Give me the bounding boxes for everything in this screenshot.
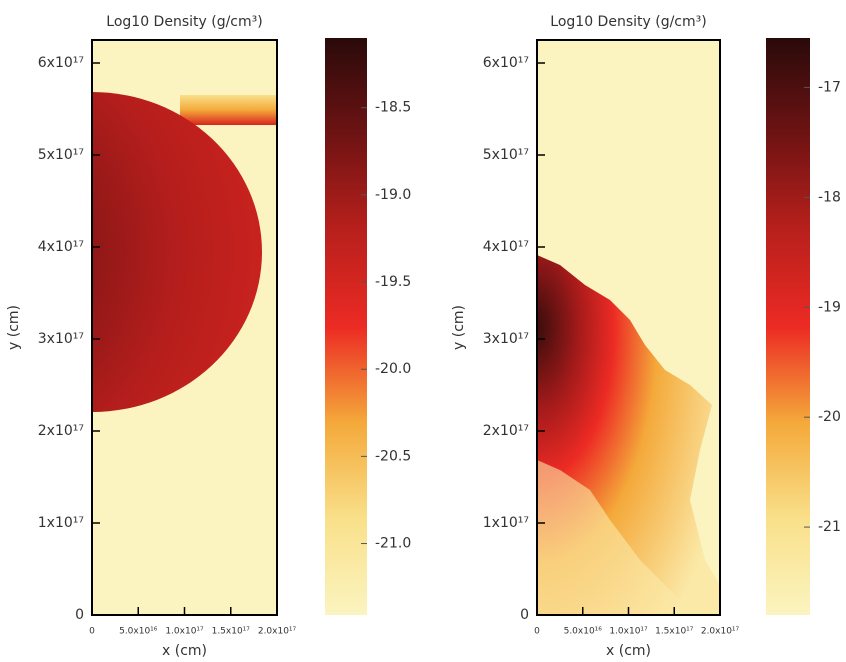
x-tick-label: 1.5x10¹⁷ <box>212 627 251 637</box>
chart-title: Log10 Density (g/cm³) <box>106 14 262 30</box>
colorbar-tick-label: -17 <box>818 79 841 95</box>
density-field <box>92 40 277 615</box>
x-axis-label: x (cm) <box>606 643 651 659</box>
x-tick-label: 1.0x10¹⁷ <box>165 627 204 637</box>
x-tick-label: 0 <box>534 627 540 637</box>
y-tick-label: 5x10¹⁷ <box>483 147 529 163</box>
y-tick-label: 0 <box>520 607 529 623</box>
colorbar <box>325 38 367 615</box>
colorbar <box>766 38 810 615</box>
x-tick-label: 2.0x10¹⁷ <box>701 627 740 637</box>
y-tick-label: 2x10¹⁷ <box>483 423 529 439</box>
x-tick-label: 5.0x10¹⁶ <box>119 627 158 637</box>
y-tick-label: 4x10¹⁷ <box>38 239 84 255</box>
colorbar-tick-label: -21 <box>818 519 841 535</box>
x-tick-label: 1.0x10¹⁷ <box>609 627 648 637</box>
y-tick-label: 4x10¹⁷ <box>483 239 529 255</box>
colorbar-tick-label: -19 <box>818 299 841 315</box>
chart-title: Log10 Density (g/cm³) <box>550 14 706 30</box>
y-tick-label: 0 <box>75 607 84 623</box>
colorbar-tick-label: -19.5 <box>375 274 411 290</box>
y-tick-label: 5x10¹⁷ <box>38 147 84 163</box>
y-tick-label: 3x10¹⁷ <box>38 331 84 347</box>
y-tick-label: 1x10¹⁷ <box>38 515 84 531</box>
x-axis-label: x (cm) <box>162 643 207 659</box>
colorbar-tick-label: -19.0 <box>375 187 411 203</box>
density-field <box>537 40 720 615</box>
y-axis-label: y (cm) <box>6 305 22 350</box>
y-tick-label: 1x10¹⁷ <box>483 515 529 531</box>
y-tick-label: 6x10¹⁷ <box>483 55 529 71</box>
colorbar-tick-label: -18.5 <box>375 100 411 116</box>
y-tick-label: 3x10¹⁷ <box>483 331 529 347</box>
y-tick-label: 6x10¹⁷ <box>38 55 84 71</box>
y-axis-label: y (cm) <box>451 305 467 350</box>
colorbar-tick-label: -18 <box>818 189 841 205</box>
x-tick-label: 2.0x10¹⁷ <box>258 627 297 637</box>
colorbar-tick-label: -20 <box>818 409 841 425</box>
colorbar-tick-label: -20.0 <box>375 361 411 377</box>
y-tick-label: 2x10¹⁷ <box>38 423 84 439</box>
colorbar-tick-label: -20.5 <box>375 448 411 464</box>
x-tick-label: 1.5x10¹⁷ <box>655 627 694 637</box>
x-tick-label: 0 <box>89 627 95 637</box>
colorbar-tick-label: -21.0 <box>375 536 411 552</box>
x-tick-label: 5.0x10¹⁶ <box>564 627 603 637</box>
